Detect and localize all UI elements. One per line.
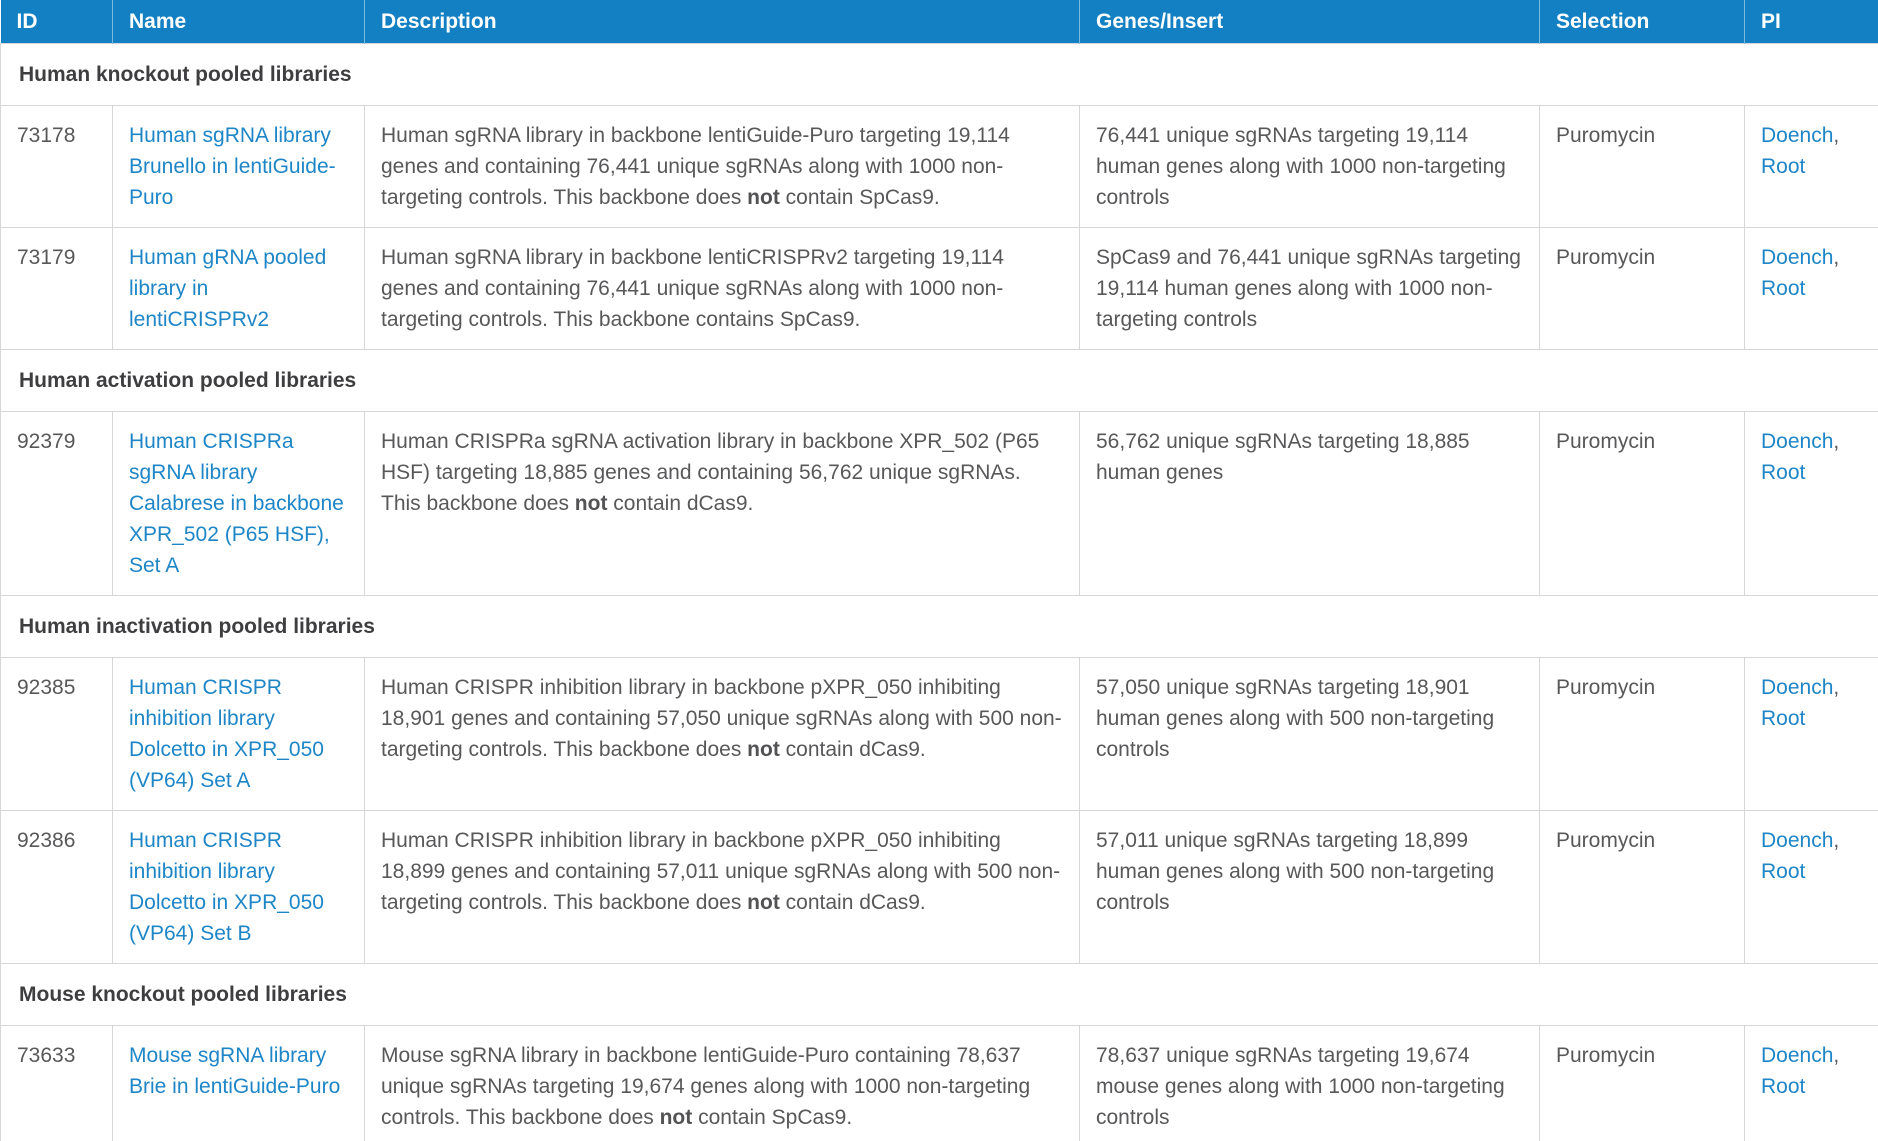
genes-insert-cell: 56,762 unique sgRNAs targeting 18,885 hu…	[1079, 411, 1540, 596]
id-cell: 92379	[0, 411, 113, 596]
pi-cell: Doench, Root	[1744, 227, 1878, 350]
header-row: ID Name Description Genes/Insert Selecti…	[0, 0, 1878, 44]
pi-link[interactable]: Root	[1761, 1075, 1806, 1098]
pi-link[interactable]: Root	[1761, 461, 1806, 484]
pi-link[interactable]: Root	[1761, 707, 1806, 730]
column-header-genes-insert: Genes/Insert	[1079, 0, 1540, 44]
table-row: 92379 Human CRISPRa sgRNA library Calabre…	[0, 411, 1878, 596]
section-title: Human inactivation pooled libraries	[0, 595, 1878, 658]
genes-insert-cell: 57,050 unique sgRNAs targeting 18,901 hu…	[1079, 657, 1540, 811]
table-row: 73633 Mouse sgRNA library Brie in lentiGu…	[0, 1025, 1878, 1141]
section-title: Human knockout pooled libraries	[0, 43, 1878, 106]
genes-insert-cell: 57,011 unique sgRNAs targeting 18,899 hu…	[1079, 810, 1540, 964]
library-name-link[interactable]: Human CRISPR inhibition library Dolcetto…	[129, 829, 324, 945]
description-cell: Human CRISPRa sgRNA activation library i…	[364, 411, 1080, 596]
selection-cell: Puromycin	[1539, 810, 1745, 964]
id-cell: 92386	[0, 810, 113, 964]
pi-link[interactable]: Root	[1761, 155, 1806, 178]
name-cell: Mouse sgRNA library Brie in lentiGuide-P…	[112, 1025, 365, 1141]
description-cell: Human sgRNA library in backbone lentiCRI…	[364, 227, 1080, 350]
genes-insert-cell: 76,441 unique sgRNAs targeting 19,114 hu…	[1079, 105, 1540, 228]
column-header-description: Description	[364, 0, 1080, 44]
table-row: 73179 Human gRNA pooled library in lentiC…	[0, 227, 1878, 350]
pi-link[interactable]: Doench	[1761, 829, 1834, 852]
name-cell: Human sgRNA library Brunello in lentiGui…	[112, 105, 365, 228]
section-header-row: Human activation pooled libraries	[0, 349, 1878, 412]
pi-cell: Doench, Root	[1744, 1025, 1878, 1141]
section-header-row: Mouse knockout pooled libraries	[0, 963, 1878, 1026]
pi-cell: Doench, Root	[1744, 810, 1878, 964]
table-body: Human knockout pooled libraries 73178 Huma…	[0, 43, 1878, 1141]
name-cell: Human CRISPR inhibition library Dolcetto…	[112, 810, 365, 964]
table-header: ID Name Description Genes/Insert Selecti…	[0, 0, 1878, 44]
pi-link[interactable]: Doench	[1761, 430, 1834, 453]
table-row: 92385 Human CRISPR inhibition library Dol…	[0, 657, 1878, 811]
column-header-name: Name	[112, 0, 365, 44]
description-cell: Human sgRNA library in backbone lentiGui…	[364, 105, 1080, 228]
description-cell: Mouse sgRNA library in backbone lentiGui…	[364, 1025, 1080, 1141]
pi-cell: Doench, Root	[1744, 657, 1878, 811]
library-name-link[interactable]: Human sgRNA library Brunello in lentiGui…	[129, 124, 336, 209]
pi-link[interactable]: Doench	[1761, 1044, 1834, 1067]
pi-link[interactable]: Root	[1761, 860, 1806, 883]
selection-cell: Puromycin	[1539, 227, 1745, 350]
pi-link[interactable]: Doench	[1761, 246, 1834, 269]
selection-cell: Puromycin	[1539, 657, 1745, 811]
selection-cell: Puromycin	[1539, 411, 1745, 596]
genes-insert-cell: 78,637 unique sgRNAs targeting 19,674 mo…	[1079, 1025, 1540, 1141]
library-name-link[interactable]: Human gRNA pooled library in lentiCRISPR…	[129, 246, 327, 331]
id-cell: 92385	[0, 657, 113, 811]
section-title: Mouse knockout pooled libraries	[0, 963, 1878, 1026]
section-title: Human activation pooled libraries	[0, 349, 1878, 412]
name-cell: Human CRISPRa sgRNA library Calabrese in…	[112, 411, 365, 596]
pi-link[interactable]: Doench	[1761, 124, 1834, 147]
table-row: 92386 Human CRISPR inhibition library Dol…	[0, 810, 1878, 964]
library-name-link[interactable]: Human CRISPRa sgRNA library Calabrese in…	[129, 430, 344, 577]
column-header-selection: Selection	[1539, 0, 1745, 44]
section-header-row: Human knockout pooled libraries	[0, 43, 1878, 106]
id-cell: 73178	[0, 105, 113, 228]
name-cell: Human gRNA pooled library in lentiCRISPR…	[112, 227, 365, 350]
description-cell: Human CRISPR inhibition library in backb…	[364, 810, 1080, 964]
id-cell: 73633	[0, 1025, 113, 1141]
selection-cell: Puromycin	[1539, 1025, 1745, 1141]
column-header-id: ID	[0, 0, 113, 44]
description-cell: Human CRISPR inhibition library in backb…	[364, 657, 1080, 811]
column-header-pi: PI	[1744, 0, 1878, 44]
table-row: 73178 Human sgRNA library Brunello in len…	[0, 105, 1878, 228]
pi-link[interactable]: Root	[1761, 277, 1806, 300]
pi-cell: Doench, Root	[1744, 411, 1878, 596]
pi-cell: Doench, Root	[1744, 105, 1878, 228]
library-name-link[interactable]: Human CRISPR inhibition library Dolcetto…	[129, 676, 324, 792]
name-cell: Human CRISPR inhibition library Dolcetto…	[112, 657, 365, 811]
genes-insert-cell: SpCas9 and 76,441 unique sgRNAs targetin…	[1079, 227, 1540, 350]
section-header-row: Human inactivation pooled libraries	[0, 595, 1878, 658]
selection-cell: Puromycin	[1539, 105, 1745, 228]
id-cell: 73179	[0, 227, 113, 350]
library-name-link[interactable]: Mouse sgRNA library Brie in lentiGuide-P…	[129, 1044, 341, 1098]
pi-link[interactable]: Doench	[1761, 676, 1834, 699]
